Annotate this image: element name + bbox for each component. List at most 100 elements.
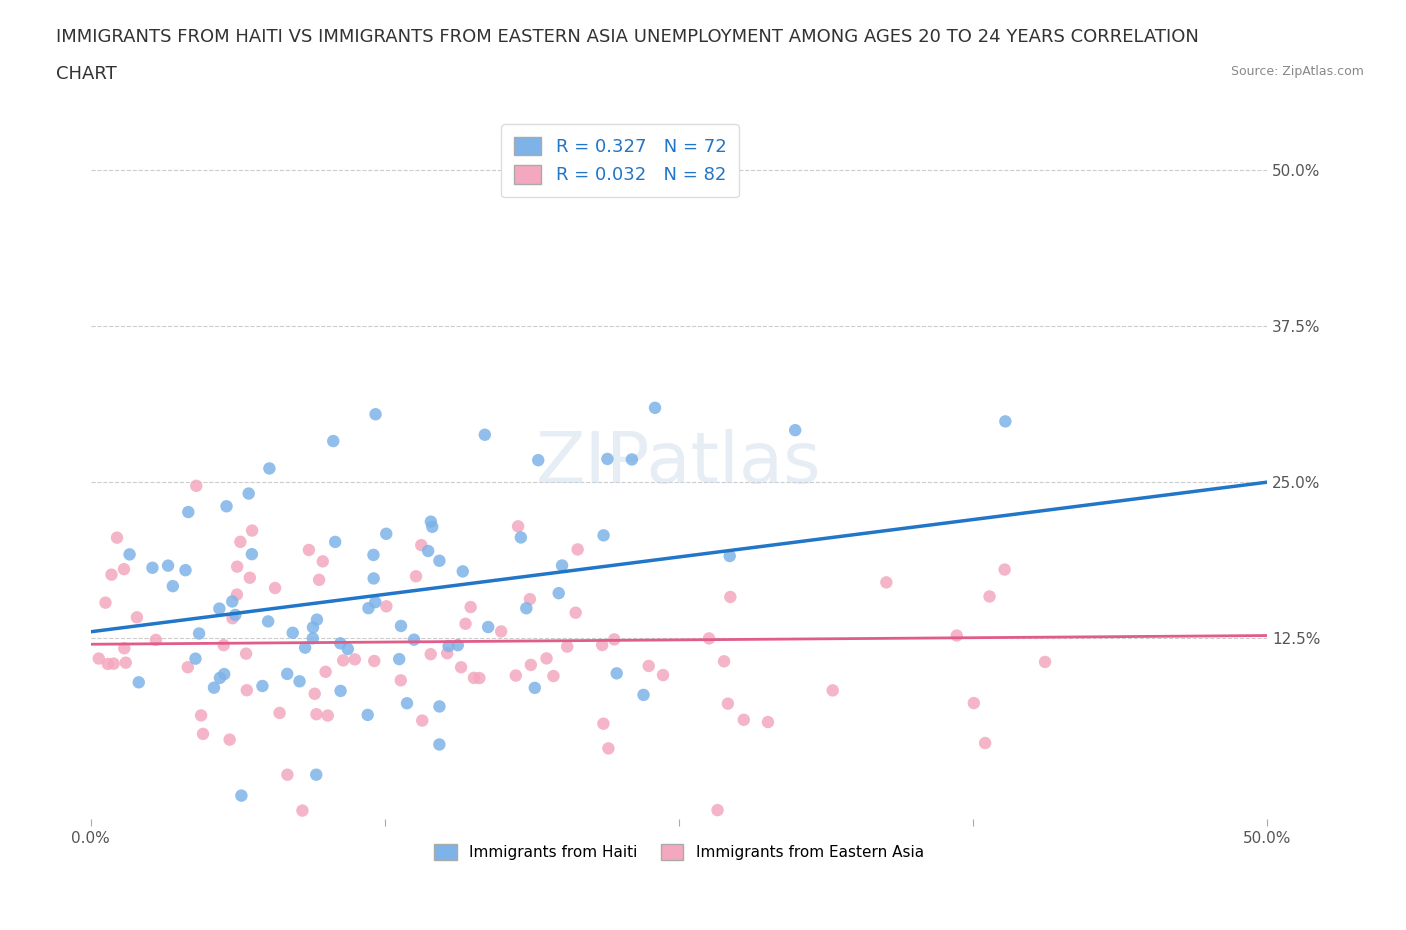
- Point: [603, 632, 626, 647]
- Point: [112, 641, 135, 656]
- Point: [979, 589, 1001, 604]
- Point: [94, 595, 117, 610]
- Point: [477, 619, 499, 634]
- Point: [429, 699, 451, 714]
- Point: [208, 671, 231, 685]
- Point: [598, 741, 620, 756]
- Legend: Immigrants from Haiti, Immigrants from Eastern Asia: Immigrants from Haiti, Immigrants from E…: [426, 837, 931, 868]
- Point: [105, 530, 128, 545]
- Point: [235, 646, 257, 661]
- Point: [281, 625, 304, 640]
- Point: [447, 638, 470, 653]
- Point: [298, 542, 321, 557]
- Point: [596, 451, 619, 466]
- Point: [1033, 655, 1056, 670]
- Point: [388, 652, 411, 667]
- Point: [226, 559, 249, 574]
- Point: [411, 538, 433, 552]
- Point: [945, 628, 967, 643]
- Point: [357, 708, 380, 723]
- Point: [157, 558, 180, 573]
- Point: [697, 631, 720, 645]
- Point: [454, 617, 477, 631]
- Point: [304, 686, 326, 701]
- Point: [543, 669, 565, 684]
- Point: [191, 726, 214, 741]
- Point: [733, 712, 755, 727]
- Point: [405, 569, 427, 584]
- Point: [551, 558, 574, 573]
- Point: [395, 696, 418, 711]
- Point: [718, 549, 741, 564]
- Point: [606, 666, 628, 681]
- Point: [567, 542, 589, 557]
- Point: [652, 668, 675, 683]
- Point: [436, 645, 458, 660]
- Point: [87, 651, 110, 666]
- Point: [240, 547, 263, 562]
- Point: [460, 600, 482, 615]
- Point: [418, 543, 440, 558]
- Point: [231, 788, 253, 803]
- Point: [591, 638, 613, 653]
- Point: [644, 401, 666, 416]
- Text: CHART: CHART: [56, 65, 117, 83]
- Point: [103, 657, 125, 671]
- Point: [592, 716, 614, 731]
- Point: [145, 632, 167, 647]
- Point: [288, 674, 311, 689]
- Point: [305, 767, 328, 782]
- Point: [633, 687, 655, 702]
- Point: [301, 631, 323, 645]
- Point: [329, 636, 352, 651]
- Point: [305, 707, 328, 722]
- Point: [363, 571, 385, 586]
- Point: [402, 632, 425, 647]
- Point: [450, 659, 472, 674]
- Point: [463, 671, 485, 685]
- Point: [420, 519, 443, 534]
- Point: [186, 478, 208, 493]
- Point: [375, 526, 398, 541]
- Point: [994, 414, 1017, 429]
- Point: [236, 683, 259, 698]
- Text: ZIPatlas: ZIPatlas: [536, 429, 821, 498]
- Point: [718, 590, 741, 604]
- Point: [97, 657, 120, 671]
- Point: [427, 737, 450, 752]
- Point: [429, 553, 451, 568]
- Point: [264, 580, 287, 595]
- Point: [363, 654, 385, 669]
- Point: [785, 423, 807, 438]
- Point: [294, 640, 316, 655]
- Point: [419, 514, 441, 529]
- Point: [637, 658, 659, 673]
- Point: [515, 601, 537, 616]
- Point: [177, 505, 200, 520]
- Point: [332, 653, 354, 668]
- Point: [509, 530, 531, 545]
- Point: [323, 535, 346, 550]
- Point: [226, 587, 249, 602]
- Point: [276, 767, 298, 782]
- Point: [506, 519, 529, 534]
- Point: [536, 651, 558, 666]
- Point: [468, 671, 491, 685]
- Text: IMMIGRANTS FROM HAITI VS IMMIGRANTS FROM EASTERN ASIA UNEMPLOYMENT AMONG AGES 20: IMMIGRANTS FROM HAITI VS IMMIGRANTS FROM…: [56, 28, 1199, 46]
- Point: [364, 406, 387, 421]
- Point: [592, 528, 614, 543]
- Point: [112, 562, 135, 577]
- Point: [389, 618, 412, 633]
- Point: [994, 562, 1017, 577]
- Point: [240, 523, 263, 538]
- Point: [316, 708, 339, 723]
- Point: [229, 535, 252, 550]
- Point: [505, 668, 527, 683]
- Point: [336, 642, 359, 657]
- Text: Source: ZipAtlas.com: Source: ZipAtlas.com: [1230, 65, 1364, 78]
- Point: [208, 601, 231, 616]
- Point: [174, 563, 197, 578]
- Point: [305, 612, 328, 627]
- Point: [291, 804, 314, 818]
- Point: [202, 680, 225, 695]
